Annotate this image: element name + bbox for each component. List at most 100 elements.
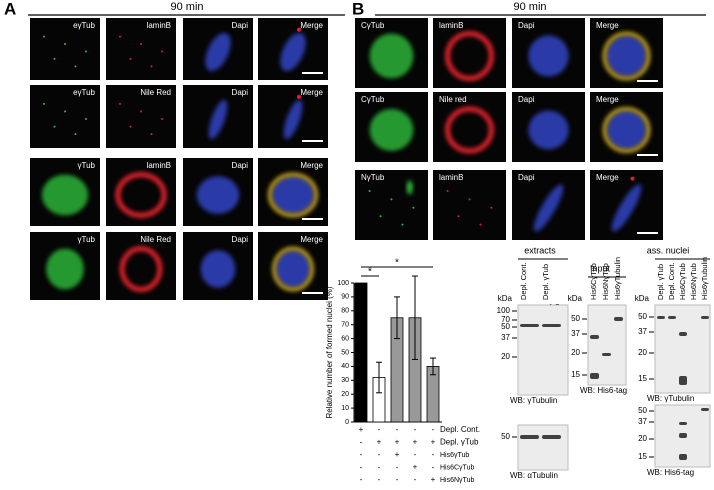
lane-label: Depl. γTub xyxy=(656,264,665,300)
signal-dot xyxy=(368,190,371,192)
marker-label: 50 xyxy=(638,406,647,415)
signal-dot xyxy=(390,198,393,201)
signal xyxy=(602,107,651,153)
marker-label: 20 xyxy=(571,348,580,357)
wb-label: WB: γTubulin xyxy=(647,394,694,403)
signal xyxy=(369,109,414,151)
marker-label: 15 xyxy=(638,452,647,461)
marker-label: 100 xyxy=(497,306,511,315)
condition-sign: - xyxy=(396,425,399,434)
blot xyxy=(517,424,569,471)
condition-sign: - xyxy=(396,463,399,472)
channel-label: laminB xyxy=(147,161,171,170)
channel-label: Nile Red xyxy=(140,88,171,97)
signal-dot xyxy=(457,215,460,218)
micrograph xyxy=(355,170,428,240)
channel-label: Merge xyxy=(300,235,323,244)
signal-dot xyxy=(85,50,87,53)
blot-title: extracts xyxy=(524,245,556,255)
micrograph xyxy=(30,85,100,148)
signal xyxy=(41,174,89,216)
signal-dot xyxy=(379,215,382,218)
condition-sign: + xyxy=(359,425,364,434)
micrograph xyxy=(106,85,176,148)
channel-label: Dapi xyxy=(518,173,535,182)
band xyxy=(701,408,709,411)
micrograph xyxy=(433,170,506,240)
unit-label: kDa xyxy=(498,294,513,303)
band xyxy=(679,433,687,438)
signal-dot xyxy=(412,206,415,209)
band xyxy=(679,454,687,460)
signal-dot xyxy=(468,198,471,201)
condition-sign: - xyxy=(432,463,435,472)
signal-dot xyxy=(85,118,87,121)
channel-label: CγTub xyxy=(361,95,385,104)
marker-label: 20 xyxy=(638,434,647,443)
condition-label: His6γTub xyxy=(440,452,469,459)
signal xyxy=(445,106,494,154)
condition-sign: + xyxy=(413,463,418,472)
condition-label: His6NγTub xyxy=(440,477,474,484)
channel-label: γTub xyxy=(78,161,96,170)
signal xyxy=(445,31,494,81)
y-tick-label: 70 xyxy=(341,322,349,329)
band xyxy=(679,332,687,336)
condition-sign: - xyxy=(360,438,363,447)
channel-label: γTub xyxy=(78,235,96,244)
marker-label: 15 xyxy=(638,374,647,383)
blot xyxy=(517,304,569,396)
band xyxy=(542,324,561,327)
channel-label: Merge xyxy=(596,95,619,104)
condition-sign: - xyxy=(432,450,435,459)
signal-dot xyxy=(129,57,132,60)
lane-label: His6γTubulin xyxy=(700,257,709,300)
channel-label: eγTub xyxy=(73,21,95,30)
band xyxy=(614,317,623,321)
signal-dot xyxy=(297,94,301,99)
marker-label: 37 xyxy=(501,333,510,342)
band xyxy=(657,316,665,319)
band xyxy=(679,376,687,385)
channel-label: Merge xyxy=(300,161,323,170)
condition-sign: - xyxy=(360,475,363,484)
signal xyxy=(196,176,240,214)
marker-label: 50 xyxy=(638,312,647,321)
wb-label: WB: γTubulin xyxy=(510,396,557,405)
condition-sign: - xyxy=(414,450,417,459)
lane-label: Depl. Cont. xyxy=(519,262,528,300)
y-tick-label: 100 xyxy=(337,280,349,287)
channel-label: Merge xyxy=(596,173,619,182)
wb-label: WB: His6-tag xyxy=(580,386,627,395)
condition-sign: + xyxy=(431,438,436,447)
unit-label: kDa xyxy=(568,294,583,303)
signal xyxy=(533,184,564,232)
marker-label: 15 xyxy=(571,370,580,379)
y-tick-label: 50 xyxy=(341,349,349,356)
channel-label: eγTub xyxy=(73,88,95,97)
y-tick-label: 10 xyxy=(341,405,349,412)
condition-sign: - xyxy=(360,450,363,459)
condition-sign: - xyxy=(414,425,417,434)
lane-label: Depl. γTub xyxy=(541,264,550,300)
panel-label: A xyxy=(4,0,16,18)
channel-label: Merge xyxy=(300,88,323,97)
signal xyxy=(272,246,314,292)
marker-label: 37 xyxy=(571,329,580,338)
marker-label: 70 xyxy=(501,315,510,324)
y-tick-label: 40 xyxy=(341,363,349,370)
band xyxy=(520,324,539,327)
channel-label: Nile red xyxy=(439,95,467,104)
channel-label: laminB xyxy=(147,21,171,30)
signal xyxy=(271,176,315,214)
signal-dot xyxy=(43,35,45,38)
marker-label: 20 xyxy=(638,348,647,357)
signal-dot xyxy=(490,206,493,209)
signal xyxy=(119,246,163,292)
signal xyxy=(369,33,414,79)
y-tick-label: 80 xyxy=(341,308,349,315)
wb-label: WB: His6-tag xyxy=(647,468,694,477)
condition-sign: + xyxy=(395,438,400,447)
condition-sign: + xyxy=(413,438,418,447)
